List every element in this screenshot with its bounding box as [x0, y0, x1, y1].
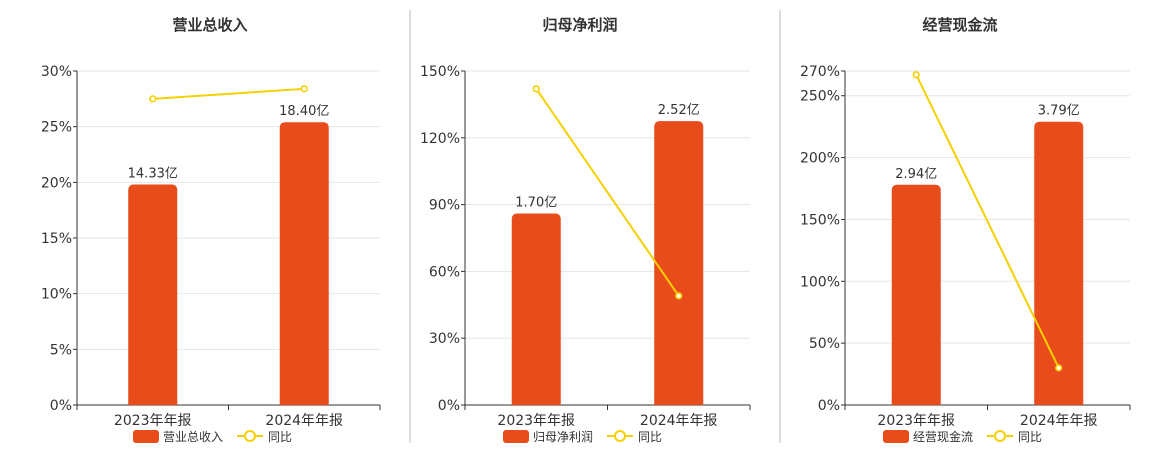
bar-base	[1034, 399, 1084, 405]
legend-line-marker	[614, 430, 626, 442]
y-tick-label: 15%	[41, 231, 72, 247]
legend-bar-swatch	[133, 430, 159, 443]
x-tick-label: 2024年年报	[265, 413, 343, 429]
bar	[654, 121, 704, 405]
bar	[891, 184, 941, 405]
bar	[511, 213, 561, 405]
legend-bar-label: 营业总收入	[163, 430, 223, 444]
legend-line-label: 同比	[638, 430, 662, 444]
y-tick-label: 200%	[800, 151, 840, 167]
y-tick-label: 120%	[420, 131, 460, 147]
bar	[279, 122, 329, 406]
y-tick-label: 5%	[50, 342, 72, 358]
y-tick-label: 100%	[800, 274, 840, 290]
bar-base	[891, 399, 941, 405]
bar	[128, 184, 178, 405]
bar	[1034, 121, 1084, 406]
y-tick-label: 50%	[809, 336, 840, 352]
legend-bar-label: 归母净利润	[533, 430, 593, 444]
x-tick-label: 2023年年报	[497, 413, 575, 429]
bar-value-label: 14.33亿	[128, 167, 178, 182]
y-tick-label: 90%	[429, 198, 460, 214]
y-tick-label: 150%	[800, 212, 840, 228]
y-tick-label: 20%	[41, 175, 72, 191]
y-tick-label: 0%	[818, 398, 840, 414]
yoy-point	[912, 71, 920, 79]
yoy-point	[675, 292, 683, 300]
yoy-point	[532, 85, 540, 93]
yoy-point	[300, 85, 308, 93]
legend-bar-swatch	[503, 430, 529, 443]
chart-title: 营业总收入	[172, 16, 247, 34]
bar-base	[654, 399, 704, 405]
y-tick-label: 0%	[50, 398, 72, 414]
y-tick-label: 30%	[41, 64, 72, 80]
chart-title: 归母净利润	[542, 16, 617, 34]
legend-line-marker	[244, 430, 256, 442]
bar-value-label: 18.40亿	[279, 104, 329, 119]
x-tick-label: 2023年年报	[114, 413, 192, 429]
y-tick-label: 270%	[800, 64, 840, 80]
yoy-point	[149, 95, 157, 103]
legend-line-label: 同比	[1018, 430, 1042, 444]
bar-base	[279, 399, 329, 405]
y-tick-label: 250%	[800, 89, 840, 105]
bar-value-label: 3.79亿	[1038, 104, 1080, 119]
bar-value-label: 2.94亿	[895, 167, 937, 182]
legend-line-marker	[994, 430, 1006, 442]
bar-base	[128, 399, 178, 405]
y-tick-label: 30%	[429, 331, 460, 347]
y-tick-label: 25%	[41, 120, 72, 136]
y-tick-label: 0%	[438, 398, 460, 414]
yoy-line	[535, 88, 680, 297]
legend-bar-swatch	[883, 430, 909, 443]
x-tick-label: 2024年年报	[1020, 413, 1098, 429]
x-tick-label: 2023年年报	[877, 413, 955, 429]
yoy-line	[152, 87, 305, 100]
legend-bar-label: 经营现金流	[913, 429, 973, 444]
chart-title: 经营现金流	[922, 16, 997, 34]
y-tick-label: 60%	[429, 264, 460, 280]
bar-value-label: 1.70亿	[515, 196, 557, 211]
bar-value-label: 2.52亿	[658, 103, 700, 118]
y-tick-label: 150%	[420, 64, 460, 80]
legend-line-label: 同比	[268, 430, 292, 444]
y-tick-label: 10%	[41, 287, 72, 303]
x-tick-label: 2024年年报	[640, 413, 718, 429]
yoy-point	[1055, 364, 1063, 372]
bar-base	[511, 399, 561, 405]
yoy-line	[915, 74, 1060, 369]
